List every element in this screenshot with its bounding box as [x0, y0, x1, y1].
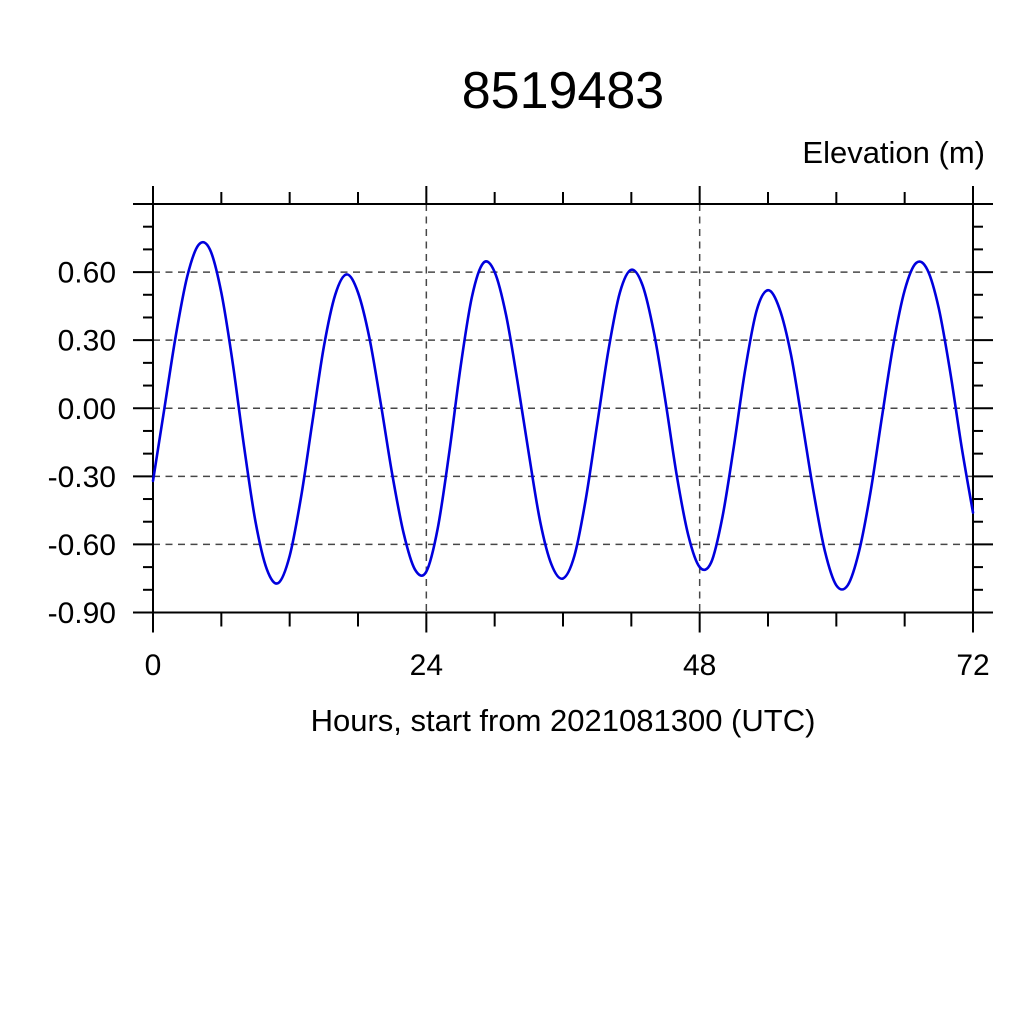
gridlines: [153, 204, 973, 614]
plot-frame: [152, 203, 974, 614]
x-tick-label: 0: [145, 649, 162, 682]
axis-ticks: [133, 186, 993, 633]
elevation-curve: [151, 240, 975, 591]
y-tick-label: 0.60: [58, 257, 116, 290]
x-tick-label: 24: [410, 649, 443, 682]
x-tick-label: 72: [956, 649, 989, 682]
y-tick-label: -0.90: [48, 597, 116, 630]
y-tick-label: 0.00: [58, 393, 116, 426]
y-axis-label: Elevation (m): [802, 135, 985, 170]
y-tick-label: -0.60: [48, 529, 116, 562]
axis-tick-labels: 0 24 48 72 0.60 0.30 0.00 -0.30 -0.60 -0.90: [48, 257, 990, 682]
page-title: 8519483: [462, 62, 664, 120]
y-tick-label: -0.30: [48, 461, 116, 494]
x-axis-label: Hours, start from 2021081300 (UTC): [311, 703, 816, 738]
x-tick-label: 48: [683, 649, 716, 682]
y-tick-label: 0.30: [58, 325, 116, 358]
